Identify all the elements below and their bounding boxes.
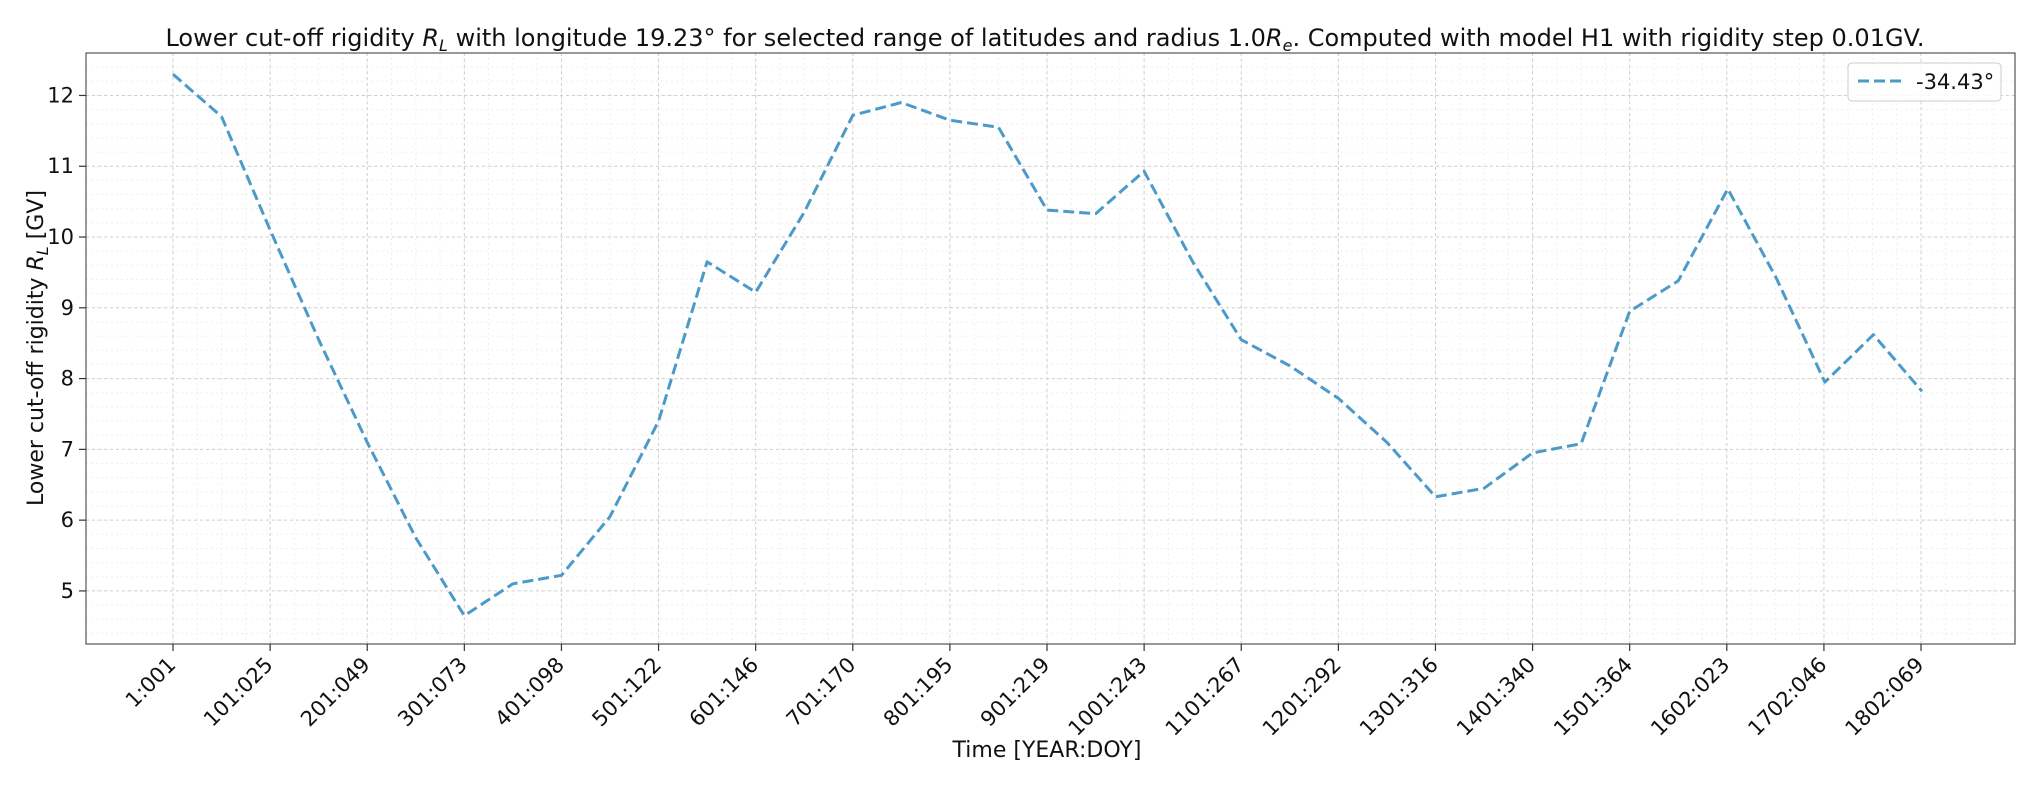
y-tick-label: 10: [47, 225, 74, 249]
data-point: [608, 514, 613, 519]
data-point: [1579, 441, 1584, 446]
x-tick-label: 301:073: [393, 653, 472, 732]
legend: -34.43°: [1847, 62, 2002, 102]
y-ticks: 5 6 7 8 9 10 11 12: [47, 83, 86, 603]
data-point: [365, 440, 370, 445]
data-point: [996, 125, 1001, 130]
x-tick-label: 701:170: [782, 653, 861, 732]
x-tick-label: 1602:023: [1646, 653, 1734, 741]
data-point: [559, 573, 564, 578]
data-point: [1142, 169, 1147, 174]
x-tick-label: 801:195: [879, 653, 958, 732]
y-tick-label: 7: [61, 437, 74, 461]
x-tick-label: 901:219: [976, 653, 1055, 732]
y-axis-label: Lower cut-off rigidity RL [GV]: [24, 190, 52, 506]
data-point: [850, 113, 855, 118]
legend-box: [1847, 62, 2002, 102]
data-point: [1190, 259, 1195, 264]
data-point: [1871, 332, 1876, 337]
data-point: [1287, 363, 1292, 368]
data-point: [1725, 186, 1730, 191]
x-tick-label: 1401:340: [1452, 653, 1540, 741]
data-point: [1530, 450, 1535, 455]
data-point: [1093, 211, 1098, 216]
y-tick-label: 9: [61, 296, 74, 320]
x-ticks: 1:001 101:025 201:049 301:073 401:098 501:122…: [121, 644, 1929, 741]
x-tick-label: 1:001: [121, 653, 181, 713]
data-point: [1384, 440, 1389, 445]
data-point: [1239, 337, 1244, 342]
x-tick-label: 1001:243: [1064, 653, 1152, 741]
x-tick-label: 601:146: [685, 653, 764, 732]
data-point: [753, 290, 758, 295]
data-point: [899, 100, 904, 105]
x-tick-label: 1101:267: [1161, 653, 1249, 741]
y-tick-label: 8: [61, 367, 74, 391]
y-tick-label: 12: [47, 83, 74, 107]
data-point: [1774, 276, 1779, 281]
data-point: [656, 419, 661, 424]
x-tick-label: 401:098: [490, 653, 569, 732]
data-point: [705, 259, 710, 264]
data-point: [1627, 309, 1632, 314]
data-point: [1482, 486, 1487, 491]
data-point: [171, 72, 176, 77]
x-tick-label: 1702:046: [1743, 653, 1831, 741]
y-tick-label: 11: [47, 154, 74, 178]
chart-title: Lower cut-off rigidity RL with longitude…: [165, 24, 1924, 55]
x-tick-label: 201:049: [296, 653, 375, 732]
x-tick-label: 1301:316: [1355, 653, 1443, 741]
data-point: [219, 114, 224, 119]
x-axis-label: Time [YEAR:DOY]: [952, 738, 1142, 763]
data-point: [1822, 380, 1827, 385]
data-point: [1676, 278, 1681, 283]
data-point: [316, 337, 321, 342]
y-tick-label: 5: [61, 579, 74, 603]
data-point: [462, 613, 467, 618]
data-point: [947, 118, 952, 123]
data-point: [1433, 494, 1438, 499]
x-tick-label: 1201:292: [1258, 653, 1346, 741]
data-point: [802, 210, 807, 215]
legend-entry-label: -34.43°: [1916, 70, 1994, 94]
plot-frame: [85, 52, 2016, 645]
data-point: [1920, 389, 1925, 394]
data-point: [413, 535, 418, 540]
x-tick-label: 1802:069: [1840, 653, 1928, 741]
x-tick-label: 1501:364: [1549, 653, 1637, 741]
y-tick-label: 6: [61, 508, 74, 532]
data-point: [1045, 208, 1050, 213]
data-point: [268, 227, 273, 232]
major-grid: [86, 53, 2015, 644]
minor-grid: [86, 52, 2015, 644]
x-tick-label: 101:025: [199, 653, 278, 732]
data-point: [1336, 396, 1341, 401]
data-point: [510, 581, 515, 586]
x-tick-label: 501:122: [587, 653, 666, 732]
